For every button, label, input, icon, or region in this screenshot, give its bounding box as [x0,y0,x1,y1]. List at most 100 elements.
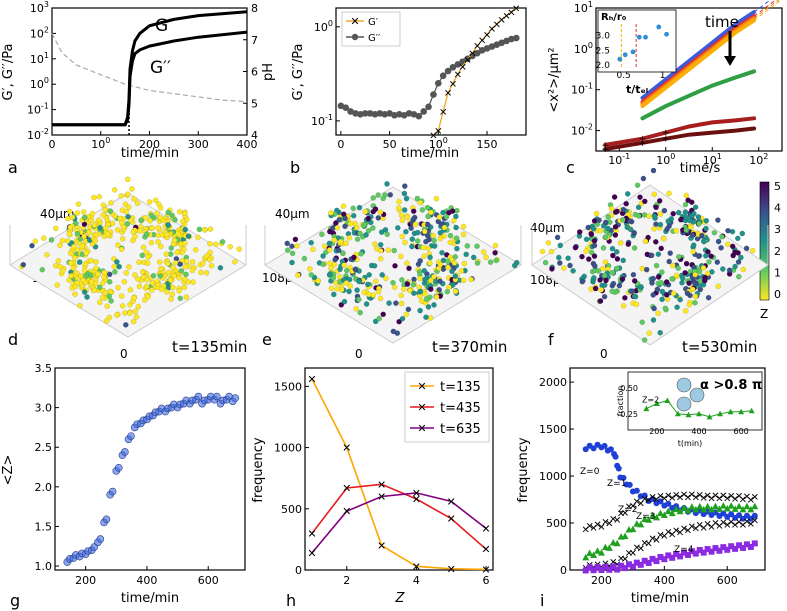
panel-d-label: d [8,330,18,349]
panel-i-point-z4 [696,546,703,553]
panel-e-particle [354,287,360,293]
panel-d-particle [65,215,71,222]
panel-c-xtick-label: 102 [749,152,768,167]
panel-e-particle [371,262,378,269]
panel-e-particle [399,277,405,283]
panel-f-particle [686,217,693,224]
panel-e-particle [398,300,405,307]
panel-f-particle [630,271,637,278]
panel-e-particle [437,235,444,242]
panel-d-particle [104,303,110,310]
panel-e-particle [458,268,465,274]
panel-f-particle [670,290,677,297]
panel-e-particle [493,257,500,264]
panel-f-particle [726,267,733,274]
panel-i-point-z4 [586,564,593,571]
panel-d-particle [127,310,133,317]
panel-e-particle [433,293,440,300]
panel-i-plot: 200 400 6000500100015002000✕✕✕✕✕✕✕✕✕✕✕✕✕✕✕… [539,376,759,587]
panel-b-point-gprime: ✕ [473,42,481,53]
panel-f-particle [735,250,741,256]
panel-e-particle [376,315,383,322]
panel-e-particle [511,262,518,269]
panel-g-plot: 200 400 600 1.0 1.5 2.0 2.5 3.0 3.5 [35,362,239,587]
panel-f-particle [689,199,695,205]
panel-d-particle [107,208,114,214]
panel-e-particle [424,204,431,211]
panel-i-point-Z3: ✕ [652,535,660,546]
panel-i-inset-point [696,410,702,417]
panel-f-particle [729,228,736,235]
panel-e-particle [347,283,354,289]
panel-d-particle [72,254,78,261]
panel-e-particle [372,278,379,285]
panel-e-particle [331,237,338,243]
panel-f-particle [682,308,689,314]
panel-e-particle [444,288,451,295]
panel-f-particle [567,262,573,269]
panel-d-particle [78,273,84,279]
panel-a-curve-label-gdoubleprime: G′′ [150,58,171,78]
panel-d-particle [20,261,27,268]
panel-f-particle [708,253,714,260]
panel-c-annotation-time: time [705,13,739,31]
panel-i-point-z0 [641,492,648,499]
panel-f-particle [548,248,555,255]
panel-f-particle [683,192,690,199]
panel-e-particle [289,243,295,249]
panel-i-inset-point [748,407,755,414]
panel-f-particle [641,337,648,343]
panel-d-particle [207,226,214,232]
panel-d-particle [96,193,103,200]
panel-d-particle [168,296,174,302]
panel-i-ytick-label: 1000 [539,470,567,483]
panel-e-particle [330,274,337,281]
panel-d-particle [108,298,114,304]
panel-e-particle [308,271,315,278]
panel-d-particle [74,280,80,286]
panel-e-particle [461,260,468,267]
panel-a-ylabel: G′, G′′/Pa [1,44,16,101]
panel-d-particle [44,251,50,258]
panel-d-particle [154,278,160,285]
panel-f-particle [703,217,710,224]
panel-e-particle [422,291,428,297]
panel-i-point-Z1: ✕ [601,518,609,529]
panel-d-particle [169,212,175,219]
panel-i-point-Z3: ✕ [711,519,719,530]
panel-d-particle [172,217,178,223]
panel-c-point-t7: + [639,139,647,149]
panel-f-particle [655,251,662,257]
panel-f-particle [557,260,563,266]
panel-i-point-z4 [673,550,680,557]
panel-f-particle [689,232,696,238]
panel-d-particle [99,280,106,287]
panel-i-point-z2 [649,511,657,519]
panel-f-particle [653,238,659,245]
panel-e-particle [294,242,300,249]
panel-d-particle [150,272,157,279]
panel-i-point-z2 [629,525,637,533]
panel-c-inset-point [664,31,669,37]
panel-d-particle [148,212,155,219]
panel-f-particle [730,252,737,259]
panel-d-particle [176,208,183,215]
panel-e-particle [346,234,353,241]
panel-d-particle [130,295,137,301]
panel-i-point-Z1: ✕ [743,492,751,503]
panel-d-particle [32,238,39,244]
panel-h-xtick-label: 2 [343,574,350,587]
panel-i-point-z2 [664,507,672,514]
panel-i-point-Z3: ✕ [613,560,621,571]
panel-c-inset-point [630,49,636,55]
panel-d-particle [48,237,55,243]
panel-d-particle [91,287,98,294]
panel-i-point-z4 [720,544,727,551]
panel-i-point-z2 [582,553,590,561]
panel-d-particle [125,176,131,183]
panel-f-particle [556,254,562,261]
panel-d-particle [183,294,190,300]
panel-e-particle [353,305,360,312]
panel-h-point: ✕ [307,373,316,386]
panel-h-legend-marker: ✕ [417,401,426,414]
